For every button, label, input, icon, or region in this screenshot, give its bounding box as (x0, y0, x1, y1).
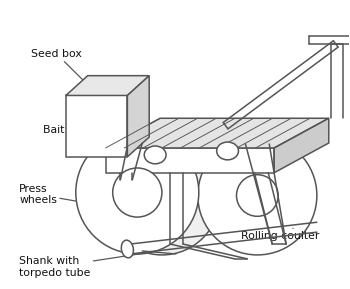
Circle shape (198, 136, 317, 255)
Text: Rolling coulter: Rolling coulter (241, 228, 320, 241)
Text: Press
wheels: Press wheels (19, 184, 81, 205)
Polygon shape (127, 76, 149, 157)
Text: Seed box: Seed box (31, 49, 92, 88)
Ellipse shape (217, 142, 238, 160)
Circle shape (113, 168, 162, 217)
Text: Bait meter: Bait meter (43, 125, 150, 157)
Polygon shape (274, 118, 329, 173)
Polygon shape (106, 118, 329, 148)
Ellipse shape (121, 240, 133, 258)
Polygon shape (66, 76, 149, 95)
Circle shape (105, 140, 220, 255)
Polygon shape (106, 148, 274, 173)
Circle shape (237, 175, 278, 216)
Ellipse shape (144, 146, 166, 164)
Circle shape (76, 131, 199, 254)
Text: Shank with
torpedo tube: Shank with torpedo tube (19, 252, 149, 278)
Polygon shape (66, 95, 127, 157)
Circle shape (139, 175, 185, 221)
